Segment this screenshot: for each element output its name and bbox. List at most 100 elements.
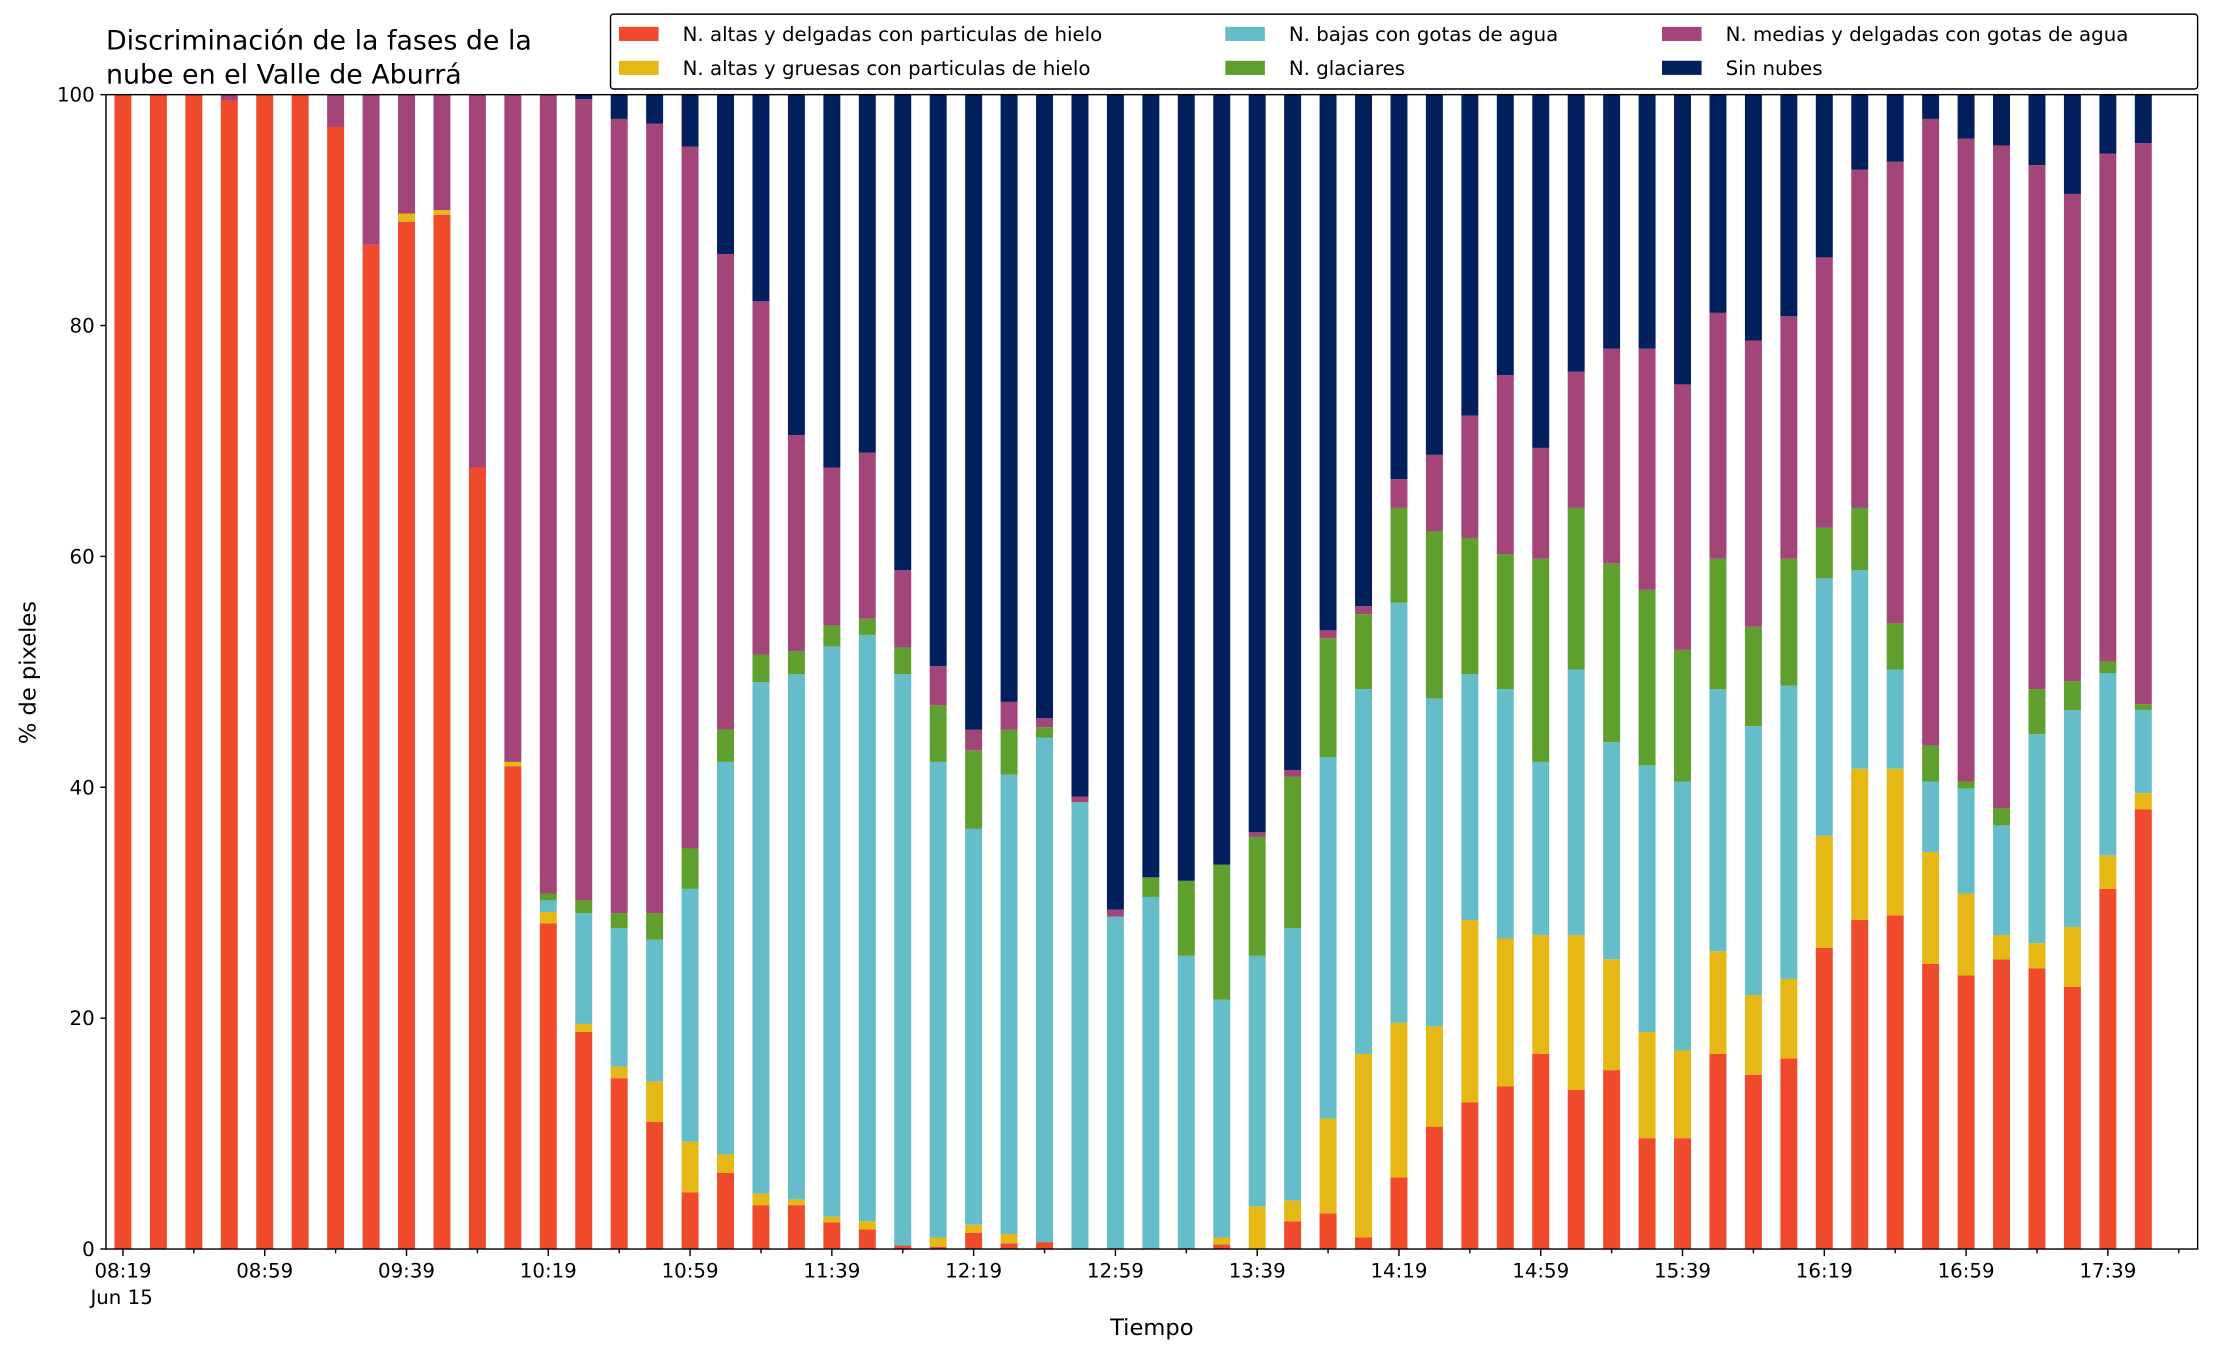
bar-segment [1709, 951, 1727, 1054]
bar-segment [1000, 701, 1018, 730]
bar-segment [1957, 94, 1975, 139]
bar-segment [858, 634, 876, 1222]
bar-segment [1496, 938, 1514, 1087]
bar-segment [1177, 955, 1195, 1250]
bar-segment [681, 848, 699, 889]
bar-segment [1425, 94, 1443, 455]
bar-segment [1567, 507, 1585, 670]
bar-segment [965, 1224, 983, 1233]
bar-segment [1390, 94, 1408, 480]
bar-segment [1886, 161, 1904, 624]
bar-segment [1886, 623, 1904, 670]
bar-segment [1815, 527, 1833, 579]
bar-segment [681, 146, 699, 849]
bar-segment [717, 94, 734, 254]
bar-segment [2028, 94, 2046, 166]
bar-segment [894, 674, 912, 1246]
bar-segment [2134, 94, 2152, 144]
bar-segment [1390, 507, 1408, 603]
bar-segment [1390, 1177, 1408, 1250]
bar-segment [2028, 943, 2046, 969]
bar-segment [1744, 94, 1762, 341]
bar-segment [1496, 375, 1514, 555]
bar-segment [220, 94, 238, 101]
bar-segment [1071, 94, 1089, 797]
bar-segment [1284, 928, 1302, 1201]
bar-segment [1638, 94, 1656, 349]
bar-segment [398, 94, 415, 214]
bar-segment [1000, 729, 1018, 775]
bar-segment [468, 94, 486, 468]
bar-segment [1638, 1138, 1656, 1250]
bar-segment [1993, 935, 2011, 960]
bar-segment [1036, 737, 1053, 1243]
x-tick-label: 10:59 [662, 1259, 719, 1282]
bar-segment [1461, 674, 1479, 921]
bar-segment [1248, 836, 1266, 956]
bar-segment [823, 1222, 841, 1250]
bar-segment [468, 467, 486, 1250]
x-date-label: Jun 15 [88, 1286, 152, 1309]
bar-segment [1922, 781, 1940, 852]
bar-segment [929, 705, 947, 762]
bar-segment [1674, 1138, 1692, 1250]
legend-label: N. altas y delgadas con particulas de hi… [683, 23, 1103, 46]
bar-segment [646, 1122, 664, 1250]
bar-segment [858, 1221, 876, 1230]
bar-segment [1213, 1244, 1231, 1250]
bar-segment [1106, 94, 1124, 910]
bar-segment [1496, 554, 1514, 690]
bar-segment [965, 750, 983, 829]
bar-segment [1780, 558, 1798, 686]
x-tick-label: 11:39 [803, 1259, 860, 1282]
bar-segment [1142, 94, 1160, 878]
bar-segment [1071, 802, 1089, 1250]
legend-label: Sin nubes [1726, 57, 1823, 80]
bar-segment [1744, 626, 1762, 727]
bar-segment [1922, 94, 1940, 119]
bar-segment [504, 94, 522, 762]
y-tick-label: 80 [70, 315, 95, 338]
bar-segment [1319, 757, 1337, 1119]
bar-segment [1036, 718, 1053, 728]
bar-segment [1284, 769, 1302, 777]
bar-segment [1177, 94, 1195, 881]
bar-segment [575, 99, 593, 901]
bar-segment [1567, 371, 1585, 508]
bar-segment [1815, 257, 1833, 528]
y-tick-label: 100 [57, 84, 95, 107]
bar-segment [149, 94, 167, 1250]
bar-segment [1638, 1032, 1656, 1139]
bar-segment [433, 210, 451, 215]
bar-segment [504, 761, 522, 767]
bar-segment [929, 1246, 947, 1250]
bar-segment [1851, 169, 1869, 508]
bar-segment [2063, 193, 2081, 682]
bar-segment [1248, 94, 1266, 833]
bar-segment [2099, 661, 2117, 674]
bar-segment [1744, 1074, 1762, 1250]
bar-segment [1532, 447, 1550, 559]
bar-segment [1355, 1237, 1372, 1250]
x-tick-label: 08:19 [94, 1259, 151, 1282]
bar-segment [1248, 832, 1266, 837]
bar-segment [1248, 955, 1266, 1207]
bar-segment [610, 118, 628, 914]
bar-segment [539, 911, 557, 924]
bar-segment [2134, 809, 2152, 1250]
bar-segment [1390, 479, 1408, 508]
bar-segment [504, 766, 522, 1250]
bar-segment [1780, 685, 1798, 979]
bar-segment [362, 94, 380, 245]
bar-segment [858, 452, 876, 619]
bar-segment [646, 123, 664, 914]
bar-segment [1496, 1086, 1514, 1250]
legend-swatch [619, 60, 659, 75]
bar-segment [1177, 880, 1195, 956]
bar-segment [2099, 94, 2117, 154]
bar-segment [894, 570, 912, 648]
bar-segment [1461, 415, 1479, 538]
bar-segment [1355, 614, 1372, 690]
plot-frame [105, 93, 2199, 1250]
bar-segment [752, 654, 770, 683]
